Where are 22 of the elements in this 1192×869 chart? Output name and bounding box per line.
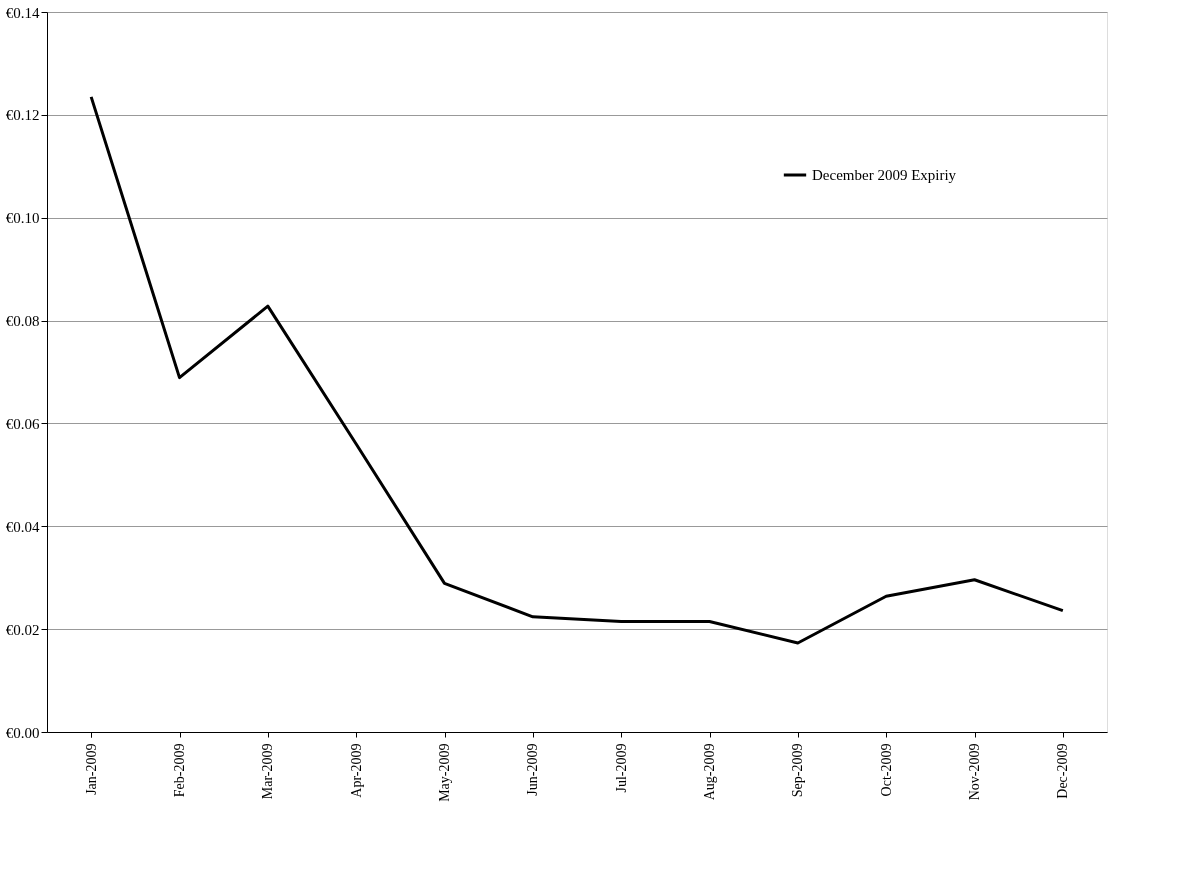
y-tick-label: €0.14 — [5, 4, 40, 21]
x-tick-label: Feb-2009 — [172, 743, 187, 798]
x-tick-label: Sep-2009 — [790, 743, 806, 798]
x-tick-label: Jan-2009 — [83, 743, 99, 795]
y-tick-label: €0.06 — [5, 415, 40, 432]
x-tick-label: May-2009 — [437, 743, 452, 802]
y-tick-label: €0.12 — [5, 107, 40, 124]
x-tick-label: Apr-2009 — [348, 743, 364, 798]
y-tick-label: €0.08 — [5, 313, 40, 330]
y-tick-label: €0.10 — [5, 210, 40, 227]
x-tick-label: Nov-2009 — [967, 743, 982, 801]
line-series — [89, 95, 1065, 645]
x-tick-label: Aug-2009 — [702, 743, 717, 801]
y-tick-label: €0.04 — [5, 518, 40, 535]
y-tick-label: €0.02 — [5, 621, 40, 638]
x-tick-label: Oct-2009 — [878, 743, 894, 797]
x-tick-label: Mar-2009 — [260, 743, 276, 800]
legend-label: December 2009 Expiriy — [812, 167, 957, 183]
x-tick-label: Dec-2009 — [1055, 743, 1071, 799]
x-tick-label: Jul-2009 — [613, 743, 629, 793]
x-tick-label: Jun-2009 — [525, 743, 541, 796]
y-tick-label: €0.00 — [5, 724, 40, 741]
